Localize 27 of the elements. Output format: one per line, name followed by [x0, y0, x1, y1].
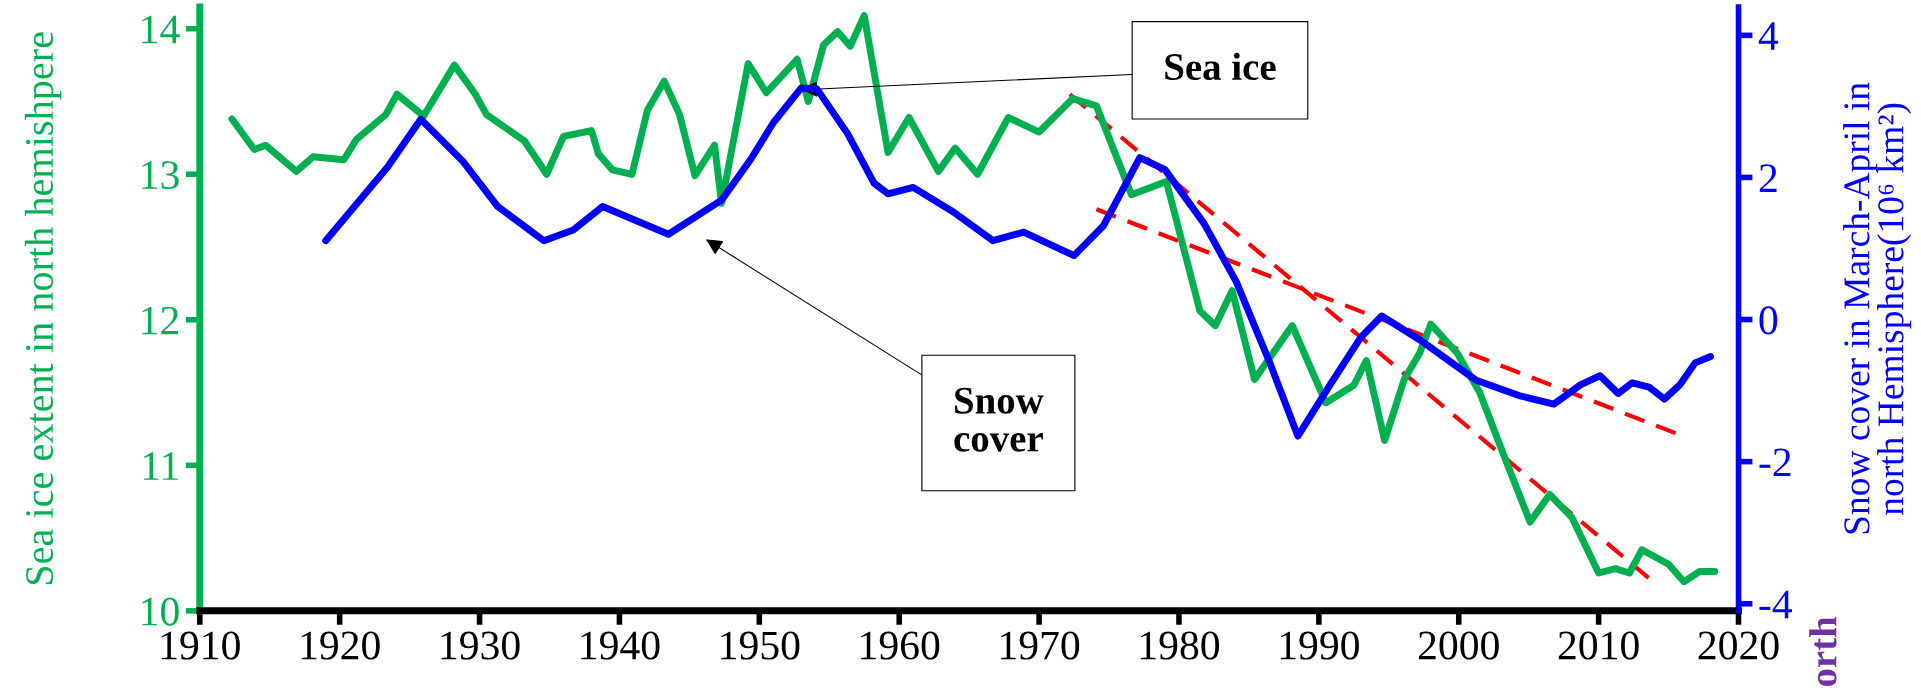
x-tick-label: 2020 — [1698, 631, 1779, 660]
y-tick-label: 12 — [142, 306, 179, 335]
x-tick-label: 1930 — [441, 631, 520, 660]
x-tick-label: 1940 — [581, 631, 660, 660]
y2-tick-label: -2 — [1759, 448, 1791, 477]
x-tick-label: 1950 — [721, 631, 800, 660]
y-tick-label: 14 — [142, 15, 180, 44]
y-tick-label: 11 — [143, 452, 178, 480]
x-tick-label: 2000 — [1418, 631, 1499, 660]
y2-tick-label: 0 — [1759, 306, 1778, 335]
annotation: Snow cover — [954, 387, 1044, 452]
text: orth — [1809, 616, 1837, 687]
y2-tick-label: -4 — [1759, 590, 1793, 619]
y-tick-label: 10 — [142, 597, 179, 626]
x-tick-label: 1960 — [861, 631, 940, 660]
y2-tick-label: 2 — [1759, 164, 1777, 192]
annotation: Sea ice — [1165, 52, 1276, 81]
x-tick-label: 2010 — [1558, 631, 1639, 660]
y-tick-label: 13 — [142, 161, 179, 190]
x-tick-label: 1970 — [1001, 631, 1080, 660]
x-tick-label: 1990 — [1280, 631, 1359, 660]
x-tick-label: 1980 — [1140, 631, 1220, 660]
y-axis-title: Sea ice extent in north hemishpere — [24, 32, 62, 585]
y2-axis-title: Snow cover in March-April in north Hemisphere(10⁶ km²) — [1843, 82, 1912, 534]
x-tick-label: 1910 — [161, 631, 240, 660]
x-tick-label: 1920 — [301, 631, 380, 660]
y2-tick-label: 4 — [1758, 22, 1779, 50]
